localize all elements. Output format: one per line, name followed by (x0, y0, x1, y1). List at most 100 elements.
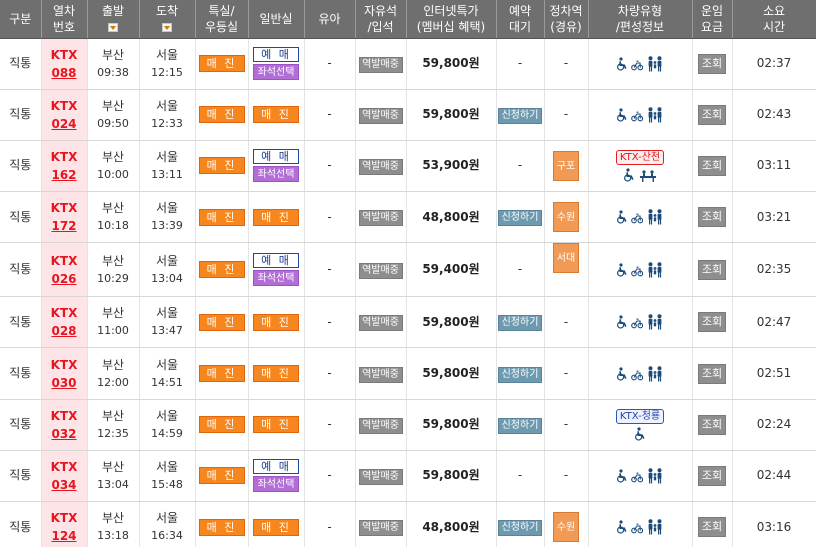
stop-station-button[interactable]: 수원 (553, 512, 579, 543)
reserve-button[interactable]: 예 매 (253, 47, 299, 63)
fare-inquiry-button[interactable]: 조회 (698, 312, 726, 333)
station-sale-button[interactable]: 역발매중 (358, 158, 403, 175)
train-kind[interactable]: KTX (50, 47, 78, 62)
special-soldout-button[interactable]: 매 진 (198, 208, 245, 226)
reserve-button[interactable]: 예 매 (253, 253, 299, 269)
station-sale-button[interactable]: 역발매중 (358, 107, 403, 124)
stop-station-button[interactable]: 서대구 (553, 243, 579, 294)
seat-select-button[interactable]: 좌석선택 (253, 166, 299, 183)
special-soldout-button[interactable]: 매 진 (198, 55, 245, 73)
seat-select-button[interactable]: 좌석선택 (253, 64, 299, 81)
general-soldout-button[interactable]: 매 진 (253, 208, 299, 226)
waitlist-apply-button[interactable]: 신청하기 (498, 210, 542, 227)
special-soldout-button[interactable]: 매 진 (198, 365, 245, 383)
special-soldout-button[interactable]: 매 진 (198, 313, 245, 331)
col-header-fare: 운임 요금 (692, 0, 733, 39)
train-number-cell[interactable]: KTX 088 (41, 38, 88, 90)
train-number-cell[interactable]: KTX 026 (41, 242, 88, 298)
special-soldout-button[interactable]: 매 진 (198, 157, 245, 175)
stop-station-button[interactable]: 수원 (553, 202, 579, 233)
fare-inquiry-button[interactable]: 조회 (698, 259, 726, 280)
general-soldout-button[interactable]: 매 진 (253, 313, 299, 331)
train-kind[interactable]: KTX (50, 306, 78, 321)
train-number-cell[interactable]: KTX 034 (41, 450, 88, 503)
special-soldout-button[interactable]: 매 진 (198, 518, 245, 536)
train-number-link[interactable]: 162 (51, 167, 77, 182)
sort-arrow-icon[interactable] (108, 23, 118, 33)
general-soldout-button[interactable]: 매 진 (253, 106, 299, 124)
waitlist-apply-button[interactable]: 신청하기 (498, 366, 542, 383)
train-number-link[interactable]: 124 (51, 529, 77, 544)
station-sale-button[interactable]: 역발매중 (358, 520, 403, 537)
table-row: 직통 KTX 030 부산 12:00 서울 14:51 매 진 매 진 - 역… (0, 347, 816, 400)
train-kind[interactable]: KTX (50, 149, 78, 164)
train-number-cell[interactable]: KTX 162 (41, 140, 88, 193)
station-sale-button[interactable]: 역발매중 (358, 468, 403, 485)
general-soldout-button[interactable]: 매 진 (253, 416, 299, 434)
station-sale-button[interactable]: 역발매중 (358, 366, 403, 383)
fare-inquiry-button[interactable]: 조회 (698, 414, 726, 435)
seat-select-button[interactable]: 좌석선택 (253, 476, 299, 493)
fare-inquiry-button[interactable]: 조회 (698, 104, 726, 125)
arrival-cell: 서울 13:04 (139, 242, 196, 298)
train-number-link[interactable]: 030 (51, 375, 77, 390)
station-sale-button[interactable]: 역발매중 (358, 262, 403, 279)
waitlist-apply-button[interactable]: 신청하기 (498, 520, 542, 537)
train-number-cell[interactable]: KTX 032 (41, 399, 88, 451)
free-seat-cell: 역발매중 (355, 38, 407, 90)
col-header-departure[interactable]: 출발 (87, 0, 140, 39)
station-sale-button[interactable]: 역발매중 (358, 315, 403, 332)
train-kind[interactable]: KTX (50, 357, 78, 372)
fare-inquiry-button[interactable]: 조회 (698, 53, 726, 74)
special-soldout-button[interactable]: 매 진 (198, 261, 245, 279)
train-number-cell[interactable]: KTX 124 (41, 501, 88, 547)
special-soldout-button[interactable]: 매 진 (198, 467, 245, 485)
waitlist-apply-button[interactable]: 신청하기 (498, 315, 542, 332)
train-number-link[interactable]: 034 (51, 477, 77, 492)
train-number-link[interactable]: 026 (51, 271, 77, 286)
departure-city: 부산 (101, 47, 125, 62)
train-number-link[interactable]: 024 (51, 116, 77, 131)
waitlist-apply-button[interactable]: 신청하기 (498, 417, 542, 434)
seat-select-button[interactable]: 좌석선택 (253, 270, 299, 287)
train-number-link[interactable]: 088 (51, 65, 77, 80)
train-number-cell[interactable]: KTX 172 (41, 191, 88, 244)
special-soldout-button[interactable]: 매 진 (198, 416, 245, 434)
station-sale-button[interactable]: 역발매중 (358, 210, 403, 227)
fare-inquiry-button[interactable]: 조회 (698, 155, 726, 176)
train-number-cell[interactable]: KTX 024 (41, 89, 88, 141)
vehicle-type-badge[interactable]: KTX-청룡 (615, 408, 665, 424)
train-number-cell[interactable]: KTX 028 (41, 296, 88, 349)
train-kind[interactable]: KTX (50, 253, 78, 268)
fare-inquiry-button[interactable]: 조회 (698, 363, 726, 384)
sort-arrow-icon[interactable] (162, 23, 172, 33)
fare-inquiry-button[interactable]: 조회 (698, 517, 726, 538)
special-soldout-button[interactable]: 매 진 (198, 106, 245, 124)
fare-inquiry-button[interactable]: 조회 (698, 465, 726, 486)
train-kind[interactable]: KTX (50, 408, 78, 423)
arrival-city: 서울 (155, 357, 179, 372)
train-number-link[interactable]: 032 (51, 426, 77, 441)
reserve-button[interactable]: 예 매 (253, 149, 299, 165)
station-sale-button[interactable]: 역발매중 (358, 417, 403, 434)
reserve-button[interactable]: 예 매 (253, 459, 299, 475)
category-text: 직통 (9, 107, 32, 122)
general-soldout-button[interactable]: 매 진 (253, 518, 299, 536)
stop-station-button[interactable]: 구포 (553, 150, 579, 181)
arrival-time: 14:51 (151, 375, 183, 389)
vehicle-type-badge[interactable]: KTX-산천 (615, 149, 665, 165)
station-sale-button[interactable]: 역발매중 (358, 56, 403, 73)
general-soldout-button[interactable]: 매 진 (253, 365, 299, 383)
train-kind[interactable]: KTX (50, 459, 78, 474)
col-header-arrival[interactable]: 도착 (139, 0, 196, 39)
arrival-cell: 서울 14:51 (139, 347, 196, 400)
train-kind[interactable]: KTX (50, 201, 78, 216)
train-number-link[interactable]: 172 (51, 219, 77, 234)
train-kind[interactable]: KTX (50, 98, 78, 113)
train-number-cell[interactable]: KTX 030 (41, 347, 88, 400)
waitlist-apply-button[interactable]: 신청하기 (498, 107, 542, 124)
train-number-link[interactable]: 028 (51, 324, 77, 339)
stop-none: - (563, 468, 569, 483)
train-kind[interactable]: KTX (50, 511, 78, 526)
fare-inquiry-button[interactable]: 조회 (698, 207, 726, 228)
